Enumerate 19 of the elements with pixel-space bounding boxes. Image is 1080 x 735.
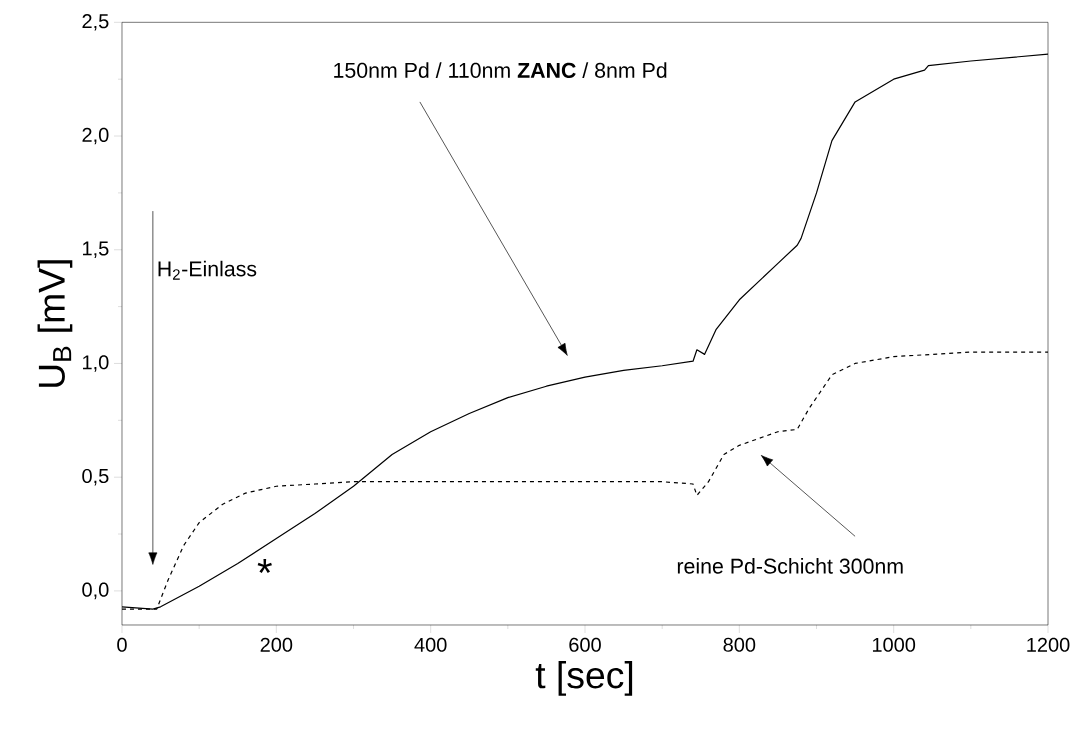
- y-tick-label: 0,5: [82, 468, 109, 486]
- x-tick-label: 400: [414, 637, 447, 652]
- annotation: H$_{2}$-Einlass: [158, 260, 257, 280]
- annotation: reine Pd-Schicht 300nm: [677, 558, 903, 574]
- y-tick-label: 1,5: [83, 241, 109, 258]
- annotation: 150nm Pd / 110nm ZANC / 8nm Pd: [334, 62, 667, 78]
- y-tick-label: 0,0: [82, 582, 109, 600]
- annotation: *: [257, 558, 272, 573]
- y-tick-label: 2,5: [82, 14, 109, 31]
- x-axis-title: t [sec]: [535, 661, 633, 696]
- y-tick-label: 1,0: [83, 355, 109, 372]
- x-tick-label: 800: [723, 637, 756, 652]
- x-tick-label: 0: [117, 637, 127, 652]
- x-tick-label: 1000: [872, 637, 916, 652]
- x-tick-label: 600: [569, 637, 601, 652]
- x-tick-label: 1200: [1027, 637, 1070, 652]
- y-axis-title: U$_{B}$ [mV]: [37, 260, 73, 387]
- y-tick-label: 2,0: [82, 127, 109, 145]
- x-tick-label: 200: [260, 637, 293, 652]
